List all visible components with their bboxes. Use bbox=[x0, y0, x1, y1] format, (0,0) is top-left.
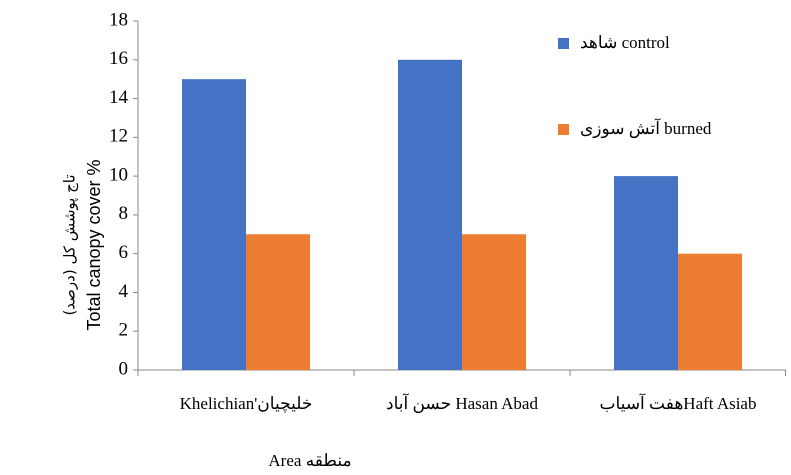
y-axis-label: Total canopy cover % bbox=[84, 159, 104, 330]
y-axis-label: تاج پوشش کل (درصد) bbox=[61, 174, 80, 315]
bar bbox=[246, 234, 310, 370]
y-tick-label: 6 bbox=[119, 242, 129, 263]
y-tick-label: 12 bbox=[109, 126, 128, 147]
bar bbox=[182, 79, 246, 371]
y-tick-label: 10 bbox=[109, 164, 128, 185]
x-axis-label: Area منطقه bbox=[268, 451, 351, 470]
legend-label: شاهد control bbox=[580, 33, 670, 52]
y-tick-label: 8 bbox=[119, 203, 129, 224]
y-tick-label: 4 bbox=[119, 281, 129, 302]
x-tick-label: Khelichian'خلیچیان bbox=[180, 394, 313, 414]
bar bbox=[678, 253, 742, 370]
x-tick-label: حسن آباد Hasan Abad bbox=[386, 392, 538, 414]
bar bbox=[398, 59, 462, 371]
x-tick-label: هفت آسیابHaft Asiab bbox=[600, 392, 757, 413]
bar bbox=[462, 234, 526, 370]
legend-swatch bbox=[558, 38, 569, 49]
legend-label: آتش سوزی burned bbox=[580, 117, 712, 139]
y-tick-label: 14 bbox=[109, 87, 129, 108]
y-tick-label: 0 bbox=[119, 358, 129, 379]
y-tick-label: 18 bbox=[109, 9, 128, 30]
y-tick-label: 2 bbox=[119, 320, 129, 341]
legend-swatch bbox=[558, 124, 569, 135]
y-tick-label: 16 bbox=[109, 48, 128, 69]
bar bbox=[614, 176, 678, 370]
